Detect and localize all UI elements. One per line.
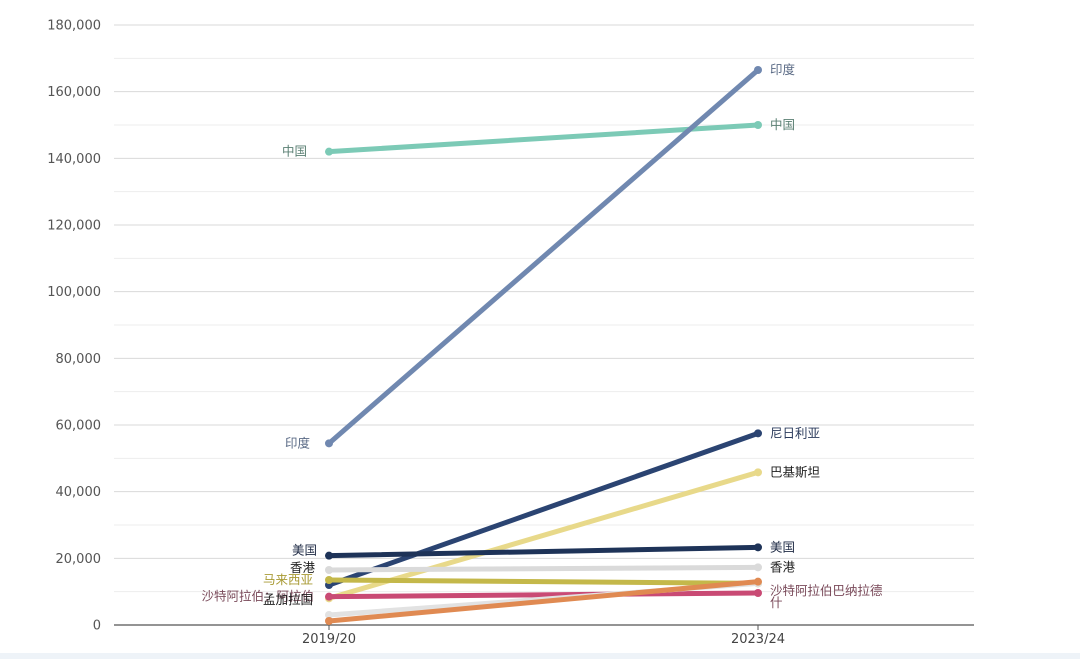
data-point: [325, 617, 333, 625]
series-label-end: 中国: [770, 117, 795, 132]
y-tick-label: 140,000: [47, 152, 101, 167]
data-point: [325, 592, 333, 601]
series-label-end: 巴基斯坦: [770, 464, 820, 479]
data-point: [325, 566, 333, 574]
y-tick-label: 0: [93, 619, 101, 634]
series-label-start: 美国: [292, 543, 317, 558]
gridlines: [114, 24, 974, 593]
data-point: [754, 468, 762, 477]
data-point: [754, 429, 762, 438]
data-point: [325, 551, 333, 560]
series-line: [326, 469, 761, 601]
series-label-start: 香港: [290, 560, 316, 575]
x-axis: 2019/20 2023/24: [114, 624, 974, 647]
y-tick-label: 80,000: [56, 352, 102, 367]
data-point: [325, 439, 333, 448]
y-axis: 0 20,000 40,000 60,000 80,000 100,000 120,000 1…: [47, 19, 101, 634]
series-label-start: 马来西亚: [263, 572, 313, 587]
y-tick-label: 60,000: [56, 419, 102, 434]
series-label-end: 印度: [770, 62, 796, 77]
data-point: [325, 147, 333, 156]
data-point: [325, 611, 333, 619]
data-point: [754, 543, 762, 552]
x-tick-label: 2019/20: [302, 632, 356, 647]
series-line: [326, 430, 761, 588]
bottom-strip: [0, 653, 1080, 659]
y-tick-label: 20,000: [56, 552, 102, 567]
series-label-end: 尼日利亚: [770, 425, 820, 440]
y-tick-label: 40,000: [56, 485, 102, 500]
data-point: [754, 577, 762, 586]
series-label-start: 中国: [282, 144, 307, 159]
series-line: [326, 67, 761, 446]
data-point: [754, 66, 762, 74]
series-line: [326, 564, 761, 573]
series-line: [326, 577, 761, 586]
series-line: [326, 579, 761, 624]
series-line: [326, 590, 761, 600]
series-line: [326, 544, 761, 559]
data-point: [754, 563, 762, 572]
series-label-end: 沙特阿拉伯巴纳拉德什: [770, 583, 883, 610]
data-point: [754, 121, 762, 129]
series-label-start: 沙特阿拉伯：阿拉伯: [201, 589, 314, 604]
series-label-end: 香港: [770, 559, 796, 574]
data-point: [754, 589, 762, 597]
series-label-start: 印度: [285, 435, 311, 450]
y-tick-label: 120,000: [47, 219, 101, 234]
series-label-start: 孟加拉国: [263, 592, 313, 607]
x-tick-label: 2023/24: [731, 632, 785, 647]
data-point: [325, 576, 333, 584]
series-group: [325, 66, 762, 625]
y-tick-label: 100,000: [47, 285, 101, 300]
series-label-end: 美国: [770, 539, 795, 554]
y-tick-label: 180,000: [47, 19, 101, 34]
y-tick-label: 160,000: [47, 85, 101, 100]
